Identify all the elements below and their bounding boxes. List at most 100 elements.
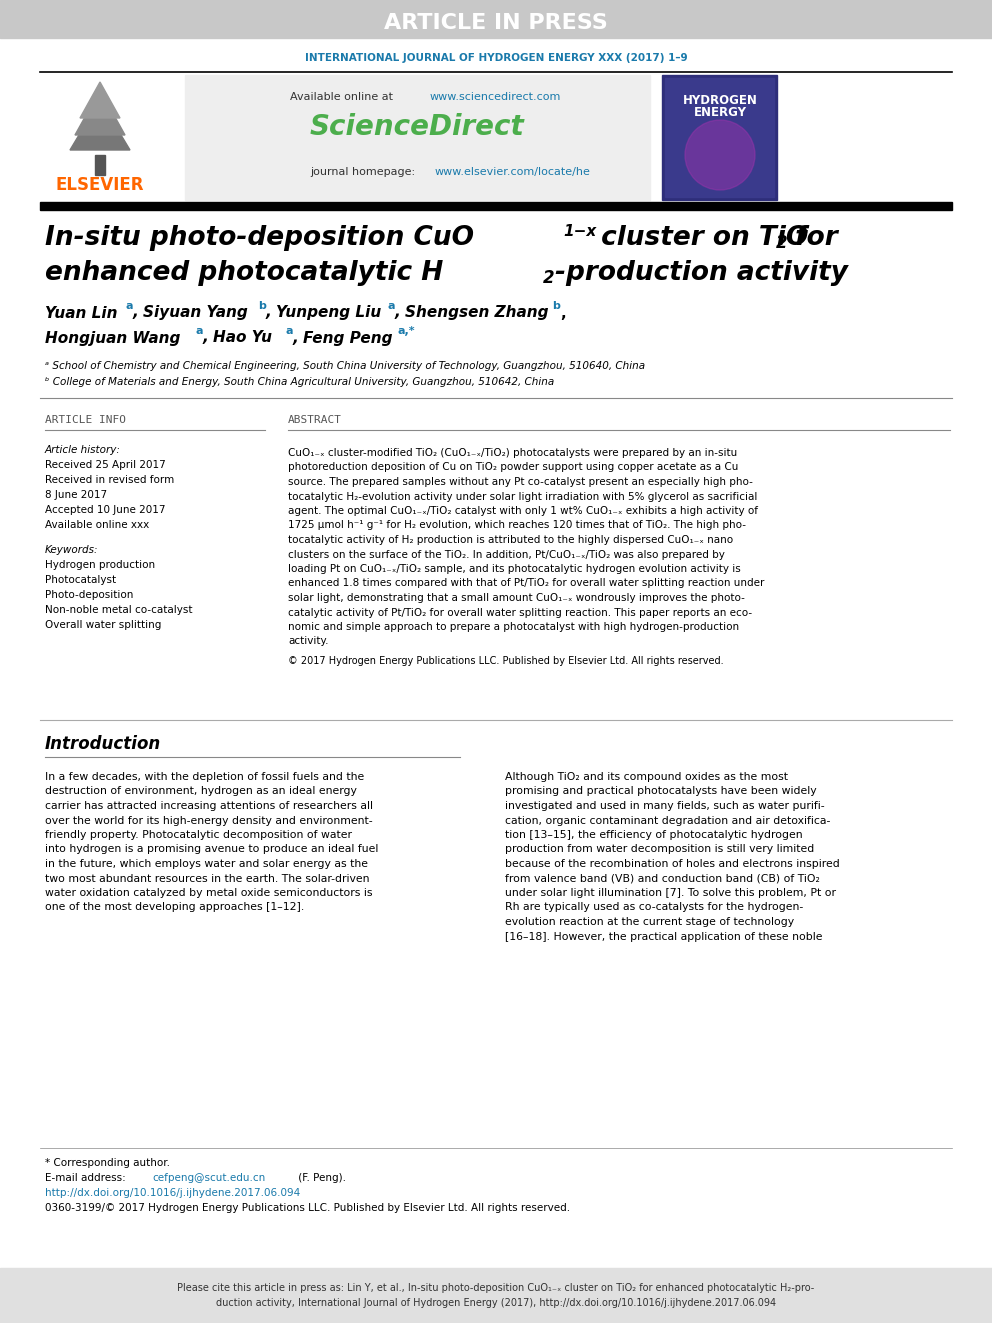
Text: investigated and used in many fields, such as water purifi-: investigated and used in many fields, su… <box>505 800 824 811</box>
Text: agent. The optimal CuO₁₋ₓ/TiO₂ catalyst with only 1 wt% CuO₁₋ₓ exhibits a high a: agent. The optimal CuO₁₋ₓ/TiO₂ catalyst … <box>288 505 758 516</box>
Text: friendly property. Photocatalytic decomposition of water: friendly property. Photocatalytic decomp… <box>45 830 352 840</box>
Text: over the world for its high-energy density and environment-: over the world for its high-energy densi… <box>45 815 373 826</box>
Text: Please cite this article in press as: Lin Y, et al., In-situ photo-deposition Cu: Please cite this article in press as: Li… <box>178 1283 814 1293</box>
Bar <box>0 1267 992 1323</box>
Text: Non-noble metal co-catalyst: Non-noble metal co-catalyst <box>45 605 192 615</box>
Polygon shape <box>80 82 120 118</box>
Text: tocatalytic activity of H₂ production is attributed to the highly dispersed CuO₁: tocatalytic activity of H₂ production is… <box>288 534 733 545</box>
Polygon shape <box>70 101 130 149</box>
Text: in the future, which employs water and solar energy as the: in the future, which employs water and s… <box>45 859 368 869</box>
Text: Received in revised form: Received in revised form <box>45 475 175 486</box>
Text: b: b <box>258 302 266 311</box>
Text: cluster on TiO: cluster on TiO <box>592 225 808 251</box>
Text: water oxidation catalyzed by metal oxide semiconductors is: water oxidation catalyzed by metal oxide… <box>45 888 373 898</box>
Text: 2: 2 <box>543 269 555 287</box>
Text: http://dx.doi.org/10.1016/j.ijhydene.2017.06.094: http://dx.doi.org/10.1016/j.ijhydene.201… <box>45 1188 301 1199</box>
Text: Available online at: Available online at <box>290 93 397 102</box>
Text: , Yunpeng Liu: , Yunpeng Liu <box>266 306 382 320</box>
Text: 1725 μmol h⁻¹ g⁻¹ for H₂ evolution, which reaches 120 times that of TiO₂. The hi: 1725 μmol h⁻¹ g⁻¹ for H₂ evolution, whic… <box>288 520 746 531</box>
Text: source. The prepared samples without any Pt co-catalyst present an especially hi: source. The prepared samples without any… <box>288 478 753 487</box>
Bar <box>662 75 777 200</box>
Text: Hydrogen production: Hydrogen production <box>45 560 155 570</box>
Text: In a few decades, with the depletion of fossil fuels and the: In a few decades, with the depletion of … <box>45 773 364 782</box>
Text: © 2017 Hydrogen Energy Publications LLC. Published by Elsevier Ltd. All rights r: © 2017 Hydrogen Energy Publications LLC.… <box>288 656 723 665</box>
Text: cefpeng@scut.edu.cn: cefpeng@scut.edu.cn <box>152 1174 265 1183</box>
Text: Accepted 10 June 2017: Accepted 10 June 2017 <box>45 505 166 515</box>
Text: Overall water splitting: Overall water splitting <box>45 620 162 630</box>
Text: solar light, demonstrating that a small amount CuO₁₋ₓ wondrously improves the ph: solar light, demonstrating that a small … <box>288 593 745 603</box>
Text: nomic and simple approach to prepare a photocatalyst with high hydrogen-producti: nomic and simple approach to prepare a p… <box>288 622 739 632</box>
Text: , Feng Peng: , Feng Peng <box>293 331 394 345</box>
Text: 2: 2 <box>776 234 788 251</box>
Text: tocatalytic H₂-evolution activity under solar light irradiation with 5% glycerol: tocatalytic H₂-evolution activity under … <box>288 492 757 501</box>
Text: , Hao Yu: , Hao Yu <box>203 331 273 345</box>
Text: * Corresponding author.: * Corresponding author. <box>45 1158 170 1168</box>
Circle shape <box>685 120 755 191</box>
Text: carrier has attracted increasing attentions of researchers all: carrier has attracted increasing attenti… <box>45 800 373 811</box>
Bar <box>95 155 105 175</box>
Text: Hongjuan Wang: Hongjuan Wang <box>45 331 181 345</box>
Bar <box>185 75 650 200</box>
Bar <box>0 0 992 38</box>
Text: two most abundant resources in the earth. The solar-driven: two most abundant resources in the earth… <box>45 873 369 884</box>
Polygon shape <box>75 90 125 135</box>
Text: Received 25 April 2017: Received 25 April 2017 <box>45 460 166 470</box>
Text: a: a <box>387 302 395 311</box>
Text: one of the most developing approaches [1–12].: one of the most developing approaches [1… <box>45 902 305 913</box>
Text: www.elsevier.com/locate/he: www.elsevier.com/locate/he <box>435 167 591 177</box>
Text: journal homepage:: journal homepage: <box>310 167 419 177</box>
Text: ᵃ School of Chemistry and Chemical Engineering, South China University of Techno: ᵃ School of Chemistry and Chemical Engin… <box>45 361 645 370</box>
Text: a: a <box>285 325 293 336</box>
Text: INTERNATIONAL JOURNAL OF HYDROGEN ENERGY XXX (2017) 1–9: INTERNATIONAL JOURNAL OF HYDROGEN ENERGY… <box>305 53 687 64</box>
Text: Although TiO₂ and its compound oxides as the most: Although TiO₂ and its compound oxides as… <box>505 773 788 782</box>
Text: Available online xxx: Available online xxx <box>45 520 149 531</box>
Text: a,*: a,* <box>397 325 415 336</box>
Bar <box>40 202 952 210</box>
Text: enhanced photocatalytic H: enhanced photocatalytic H <box>45 261 443 286</box>
Text: , Shengsen Zhang: , Shengsen Zhang <box>395 306 550 320</box>
Text: destruction of environment, hydrogen as an ideal energy: destruction of environment, hydrogen as … <box>45 786 357 796</box>
Text: E-mail address:: E-mail address: <box>45 1174 129 1183</box>
Text: ScienceDirect: ScienceDirect <box>310 112 525 142</box>
Text: CuO₁₋ₓ cluster-modified TiO₂ (CuO₁₋ₓ/TiO₂) photocatalysts were prepared by an in: CuO₁₋ₓ cluster-modified TiO₂ (CuO₁₋ₓ/TiO… <box>288 448 737 458</box>
Text: clusters on the surface of the TiO₂. In addition, Pt/CuO₁₋ₓ/TiO₂ was also prepar: clusters on the surface of the TiO₂. In … <box>288 549 725 560</box>
Text: (F. Peng).: (F. Peng). <box>295 1174 346 1183</box>
Text: duction activity, International Journal of Hydrogen Energy (2017), http://dx.doi: duction activity, International Journal … <box>216 1298 776 1308</box>
Text: for: for <box>786 225 838 251</box>
Text: www.sciencedirect.com: www.sciencedirect.com <box>430 93 561 102</box>
Text: loading Pt on CuO₁₋ₓ/TiO₂ sample, and its photocatalytic hydrogen evolution acti: loading Pt on CuO₁₋ₓ/TiO₂ sample, and it… <box>288 564 741 574</box>
Text: Keywords:: Keywords: <box>45 545 98 556</box>
Text: ARTICLE IN PRESS: ARTICLE IN PRESS <box>384 13 608 33</box>
Text: promising and practical photocatalysts have been widely: promising and practical photocatalysts h… <box>505 786 816 796</box>
Text: ᵇ College of Materials and Energy, South China Agricultural University, Guangzho: ᵇ College of Materials and Energy, South… <box>45 377 555 388</box>
Text: cation, organic contaminant degradation and air detoxifica-: cation, organic contaminant degradation … <box>505 815 830 826</box>
Text: In-situ photo-deposition CuO: In-situ photo-deposition CuO <box>45 225 474 251</box>
Text: catalytic activity of Pt/TiO₂ for overall water splitting reaction. This paper r: catalytic activity of Pt/TiO₂ for overal… <box>288 607 752 618</box>
Text: b: b <box>552 302 559 311</box>
Text: enhanced 1.8 times compared with that of Pt/TiO₂ for overall water splitting rea: enhanced 1.8 times compared with that of… <box>288 578 765 589</box>
Text: [16–18]. However, the practical application of these noble: [16–18]. However, the practical applicat… <box>505 931 822 942</box>
Bar <box>665 78 774 197</box>
Text: a: a <box>125 302 133 311</box>
Text: production from water decomposition is still very limited: production from water decomposition is s… <box>505 844 814 855</box>
Text: HYDROGEN: HYDROGEN <box>682 94 758 106</box>
Text: 8 June 2017: 8 June 2017 <box>45 490 107 500</box>
Text: ENERGY: ENERGY <box>693 106 747 119</box>
Text: Photo-deposition: Photo-deposition <box>45 590 133 601</box>
Text: ELSEVIER: ELSEVIER <box>56 176 144 194</box>
Text: Yuan Lin: Yuan Lin <box>45 306 117 320</box>
Text: evolution reaction at the current stage of technology: evolution reaction at the current stage … <box>505 917 795 927</box>
Text: Introduction: Introduction <box>45 736 162 753</box>
Text: Photocatalyst: Photocatalyst <box>45 576 116 585</box>
Text: from valence band (VB) and conduction band (CB) of TiO₂: from valence band (VB) and conduction ba… <box>505 873 819 884</box>
Text: , Siyuan Yang: , Siyuan Yang <box>133 306 249 320</box>
Text: tion [13–15], the efficiency of photocatalytic hydrogen: tion [13–15], the efficiency of photocat… <box>505 830 803 840</box>
Text: under solar light illumination [7]. To solve this problem, Pt or: under solar light illumination [7]. To s… <box>505 888 836 898</box>
Text: Article history:: Article history: <box>45 445 121 455</box>
Text: a: a <box>195 325 202 336</box>
Text: -production activity: -production activity <box>555 261 848 286</box>
Text: into hydrogen is a promising avenue to produce an ideal fuel: into hydrogen is a promising avenue to p… <box>45 844 378 855</box>
Text: ABSTRACT: ABSTRACT <box>288 415 342 425</box>
Text: ,: , <box>560 306 565 320</box>
Text: Rh are typically used as co-catalysts for the hydrogen-: Rh are typically used as co-catalysts fo… <box>505 902 804 913</box>
